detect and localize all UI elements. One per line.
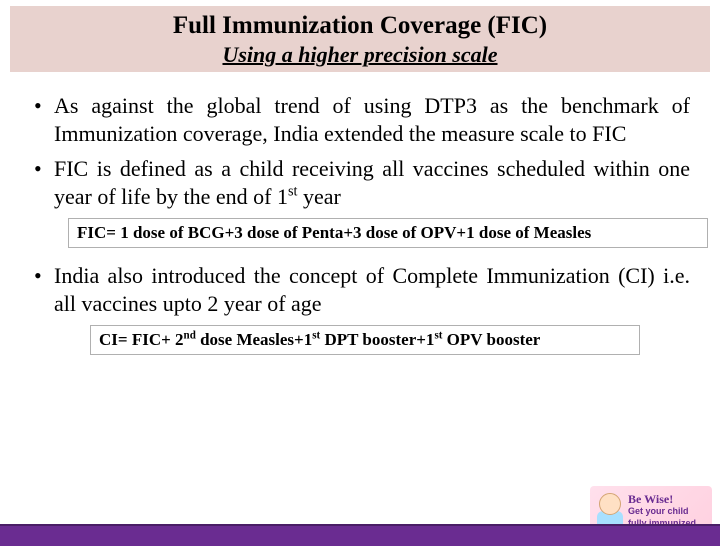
logo-line2a: Get your child — [628, 507, 708, 517]
bullet-list: As against the global trend of using DTP… — [30, 92, 690, 210]
logo-line1: Be Wise! — [628, 493, 708, 505]
ci-s1: nd — [184, 329, 196, 341]
bullet-2-pre: FIC is defined as a child receiving all … — [54, 156, 690, 209]
page-title: Full Immunization Coverage (FIC) — [10, 12, 710, 40]
bullet-2-sup: st — [288, 183, 298, 199]
bullet-list-2: India also introduced the concept of Com… — [30, 262, 690, 317]
header-band: Full Immunization Coverage (FIC) Using a… — [10, 6, 710, 72]
ci-pre: CI= FIC+ 2 — [99, 330, 184, 349]
page-subtitle: Using a higher precision scale — [10, 42, 710, 68]
ci-formula-box: CI= FIC+ 2nd dose Measles+1st DPT booste… — [90, 325, 640, 355]
bullet-2: FIC is defined as a child receiving all … — [30, 155, 690, 210]
ci-m1: dose Measles+1 — [196, 330, 312, 349]
ci-post: OPV booster — [442, 330, 540, 349]
ci-m2: DPT booster+1 — [320, 330, 434, 349]
fic-formula-box: FIC= 1 dose of BCG+3 dose of Penta+3 dos… — [68, 218, 708, 248]
footer-bar — [0, 524, 720, 546]
bullet-1: As against the global trend of using DTP… — [30, 92, 690, 147]
bullet-2-post: year — [298, 184, 341, 209]
content-area: As against the global trend of using DTP… — [0, 72, 720, 355]
bullet-3: India also introduced the concept of Com… — [30, 262, 690, 317]
